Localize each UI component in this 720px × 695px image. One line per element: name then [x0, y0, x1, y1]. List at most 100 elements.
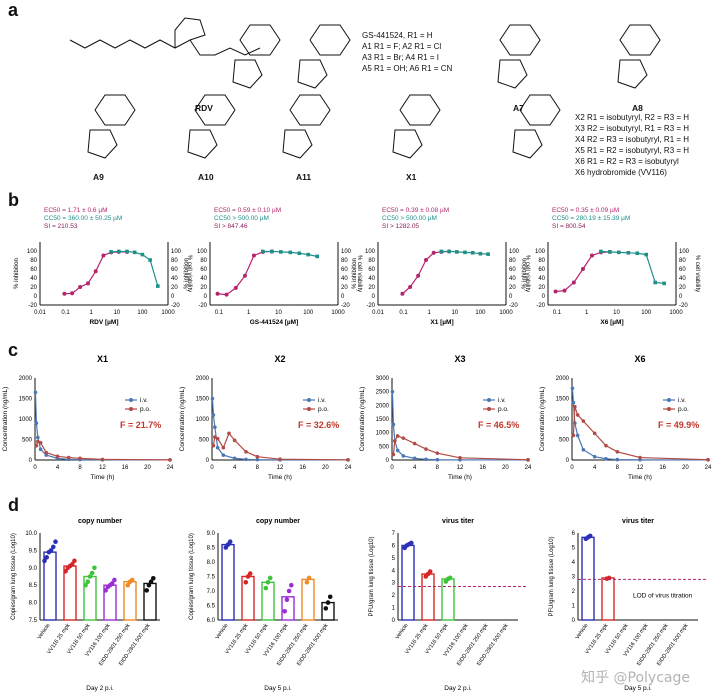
y2-tick-label: -20 [171, 303, 180, 309]
compound-label-x1: X1 [406, 172, 417, 182]
x-tick-label: 8 [256, 465, 260, 471]
y2-axis-label: % cell viability [186, 255, 192, 292]
po-point [395, 434, 400, 438]
inhibition-point [242, 273, 247, 278]
y-tick-label: -20 [28, 303, 37, 309]
x-tick-label: 100 [137, 310, 148, 316]
dose-response-chart: -20 -20 0 0 20 20 40 40 60 60 80 80 100 100 0.1 1 10 100 1… [522, 207, 700, 326]
viability-point [644, 252, 649, 257]
po-point [458, 456, 462, 460]
y-axis-label: % inhibition [184, 258, 190, 289]
y2-tick-label: 0 [679, 294, 683, 300]
iv-point [244, 457, 248, 462]
y-tick-label: 9.5 [29, 548, 38, 554]
cc50-label: CC50 = 360.00 ± 50.25 µM [44, 215, 122, 222]
y-tick-label: 40 [200, 276, 207, 282]
inhibition-point [553, 289, 558, 294]
iv-point [221, 453, 226, 457]
y-tick-label: 0 [206, 458, 210, 464]
inhibition-point [224, 292, 229, 297]
legend-marker [667, 398, 671, 402]
x-tick-label: 24 [705, 465, 712, 471]
legend-label: i.v. [678, 397, 686, 404]
viability-point [662, 281, 666, 286]
y-axis-label: % inhibition [352, 258, 358, 289]
x-tick-label: 1 [428, 310, 432, 316]
y-tick-label: 10.0 [25, 531, 37, 537]
y-tick-label: 80 [30, 258, 37, 264]
data-point [263, 585, 269, 591]
iv-point [604, 456, 608, 461]
y-tick-label: 40 [368, 276, 375, 282]
x-tick-label: 0.01 [372, 310, 384, 316]
dose-response-chart: -20 -20 0 0 20 20 40 40 60 60 80 80 100 100 0.01 0.1 1 10… [14, 207, 192, 326]
lung-chart: copy number 7.5 8.0 8.5 9.0 9.5 10.0 Copies/gra… [11, 518, 160, 692]
iv-point [210, 396, 215, 401]
viability-point [156, 284, 160, 288]
y-tick-label: 0 [572, 618, 576, 624]
y-tick-label: 20 [30, 285, 37, 291]
po-point [66, 455, 71, 460]
y2-tick-label: -20 [341, 303, 350, 309]
x-tick-label: 12 [277, 465, 284, 471]
watermark: 知乎 @Polycage [581, 670, 690, 686]
inhibition-point [70, 291, 75, 296]
y-tick-label: 8.5 [207, 546, 216, 552]
y-axis-label: PFU/gram lung tissue (Log10) [369, 536, 375, 616]
po-point [211, 443, 216, 448]
bar [301, 578, 315, 621]
legend-marker [129, 407, 133, 411]
x-axis-label: GS-441524 [µM] [250, 319, 299, 326]
viability-point [270, 249, 274, 254]
iv-curve [211, 398, 349, 461]
y2-tick-label: 40 [509, 276, 516, 282]
bar [63, 565, 77, 621]
y-tick-label: 1000 [196, 417, 210, 423]
po-point [573, 404, 577, 409]
y-axis-label: PFU/gram lung tissue (Log10) [549, 536, 555, 616]
data-point [87, 574, 93, 579]
data-point [92, 565, 97, 571]
data-point [243, 580, 249, 585]
chart-title: virus titer [442, 518, 474, 525]
data-point [289, 582, 294, 588]
viability-point [653, 280, 657, 285]
x-tick-label: 4 [233, 465, 237, 471]
compound-label-a10: A10 [198, 172, 214, 182]
bioavailability-label: F = 21.7% [120, 420, 161, 430]
po-point [604, 443, 608, 448]
viability-point [261, 249, 265, 254]
po-curve [212, 432, 349, 461]
inhibition-point [416, 273, 421, 278]
y2-tick-label: -20 [679, 303, 688, 309]
iv-point [615, 457, 620, 462]
compound-label-a7: A7 [513, 103, 524, 113]
y-tick-label: 20 [368, 285, 375, 291]
y2-tick-label: 40 [171, 276, 178, 282]
bar [421, 573, 435, 621]
y-tick-label: 1500 [196, 397, 210, 403]
y-tick-label: 1500 [19, 397, 33, 403]
y2-tick-label: 100 [171, 249, 182, 255]
y-tick-label: 6 [572, 531, 576, 537]
chart-title: copy number [78, 518, 122, 525]
chart-title: X6 [634, 354, 645, 364]
y-tick-label: 6 [392, 543, 396, 549]
day-label: Day 2 p.i. [86, 685, 114, 692]
po-point [615, 450, 620, 454]
viability-point [288, 250, 293, 255]
y-axis-label: Concentration (ng/mL) [179, 387, 186, 452]
legend-marker [487, 407, 491, 411]
data-point [587, 533, 593, 539]
inhibition-point [580, 267, 585, 271]
inhibition-point [233, 285, 238, 290]
inhibition-point [431, 250, 436, 255]
day-label: Day 5 p.i. [624, 685, 652, 692]
y-tick-label: 20 [538, 285, 545, 291]
panel-a-label: a [8, 0, 19, 20]
bar [321, 601, 335, 621]
viability-point [315, 254, 319, 259]
iv-point [255, 457, 260, 462]
panel-d-label: d [8, 495, 19, 515]
x-axis-label: Time (h) [628, 474, 652, 481]
